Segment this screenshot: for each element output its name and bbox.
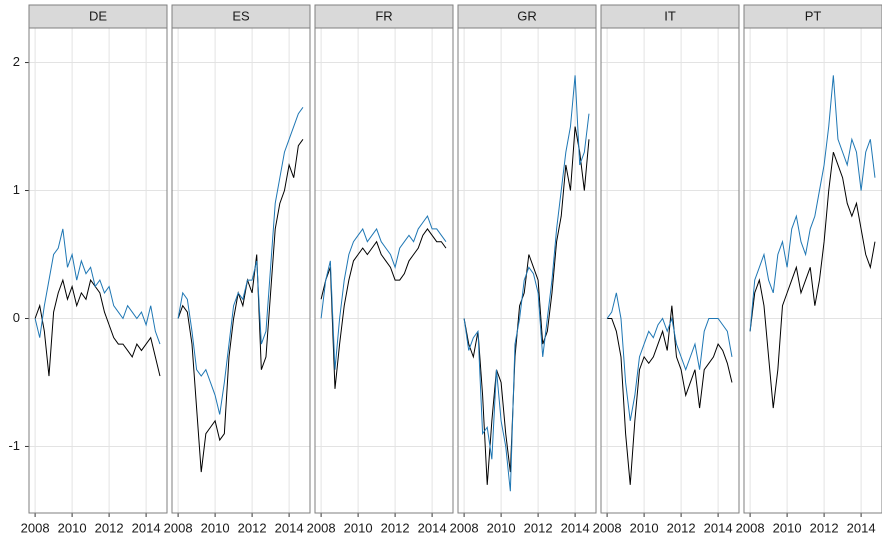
- x-tick-label: 2014: [275, 520, 304, 535]
- strip-label: DE: [89, 8, 107, 23]
- y-tick-label: 1: [13, 182, 20, 197]
- series-line: [34, 278, 161, 377]
- x-tick-label: 2008: [307, 520, 336, 535]
- x-tick-label: 2014: [847, 520, 876, 535]
- x-tick-label: 2012: [95, 520, 124, 535]
- strip-label: GR: [517, 8, 537, 23]
- panel-background: [29, 28, 167, 513]
- x-tick-label: 2014: [132, 520, 161, 535]
- strip: [743, 4, 882, 29]
- series-line: [606, 292, 733, 421]
- x-tick-label: 2010: [344, 520, 373, 535]
- strip-label: PT: [805, 8, 822, 23]
- x-tick-label: 2014: [561, 520, 590, 535]
- panel-background: [172, 28, 310, 513]
- y-tick-label: 0: [13, 310, 20, 325]
- x-tick-label: 2010: [201, 520, 230, 535]
- series-line: [607, 305, 733, 485]
- x-tick-label: 2012: [381, 520, 410, 535]
- series-line: [463, 75, 590, 492]
- x-tick-label: 2010: [487, 520, 516, 535]
- x-tick-label: 2008: [21, 520, 50, 535]
- strip-label: FR: [375, 8, 392, 23]
- series-line: [177, 107, 304, 415]
- y-tick-label: -1: [8, 438, 20, 453]
- x-tick-label: 2008: [450, 520, 479, 535]
- x-tick-label: 2010: [630, 520, 659, 535]
- strip-label: ES: [232, 8, 250, 23]
- x-tick-label: 2012: [810, 520, 839, 535]
- series-line: [320, 215, 447, 370]
- y-tick-label: 2: [13, 54, 20, 69]
- series-line: [34, 228, 161, 345]
- panel-background: [601, 28, 739, 513]
- strip: [28, 4, 168, 29]
- strip: [314, 4, 454, 29]
- x-tick-label: 2012: [667, 520, 696, 535]
- series-line: [749, 151, 876, 409]
- x-tick-label: 2008: [736, 520, 765, 535]
- series-line: [749, 75, 876, 332]
- panel-background: [315, 28, 453, 513]
- series-line: [177, 139, 304, 473]
- strip: [600, 4, 740, 29]
- x-tick-label: 2014: [704, 520, 733, 535]
- x-tick-label: 2008: [593, 520, 622, 535]
- strip: [457, 4, 597, 29]
- x-tick-label: 2014: [418, 520, 447, 535]
- x-tick-label: 2008: [164, 520, 193, 535]
- strip-label: IT: [664, 8, 676, 23]
- series-line: [320, 228, 447, 389]
- x-tick-label: 2010: [773, 520, 802, 535]
- x-tick-label: 2010: [58, 520, 87, 535]
- strip: [171, 4, 311, 29]
- x-tick-label: 2012: [524, 520, 553, 535]
- x-tick-label: 2012: [238, 520, 267, 535]
